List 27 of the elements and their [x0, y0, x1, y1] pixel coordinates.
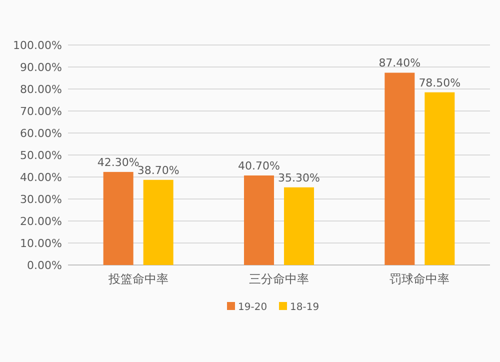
- data-label: 35.30%: [278, 171, 320, 184]
- y-tick-label: 50.00%: [20, 149, 62, 162]
- legend-label: 19-20: [238, 302, 268, 313]
- y-tick-label: 10.00%: [20, 237, 62, 250]
- bar: [424, 92, 455, 265]
- x-tick-label: 三分命中率: [249, 272, 309, 286]
- bar: [143, 180, 174, 265]
- bar: [384, 72, 415, 265]
- y-tick-label: 70.00%: [20, 105, 62, 118]
- data-label: 78.50%: [418, 76, 461, 90]
- y-tick-label: 20.00%: [20, 215, 62, 228]
- y-tick-label: 30.00%: [20, 193, 62, 206]
- y-tick-label: 60.00%: [20, 127, 62, 140]
- x-tick-label: 罚球命中率: [390, 272, 450, 286]
- x-tick-label: 投篮命中率: [107, 272, 168, 286]
- data-label: 42.30%: [97, 156, 140, 169]
- legend-label: 18-19: [290, 302, 320, 313]
- y-tick-label: 90.00%: [20, 61, 62, 74]
- y-tick-label: 100.00%: [13, 39, 62, 52]
- bar: [244, 175, 274, 265]
- bar: [103, 172, 134, 265]
- y-tick-label: 80.00%: [20, 83, 62, 96]
- bar: [284, 187, 314, 265]
- y-tick-label: 0.00%: [27, 259, 62, 272]
- y-tick-label: 40.00%: [20, 171, 62, 184]
- data-label: 40.70%: [238, 159, 280, 172]
- data-label: 87.40%: [378, 56, 421, 70]
